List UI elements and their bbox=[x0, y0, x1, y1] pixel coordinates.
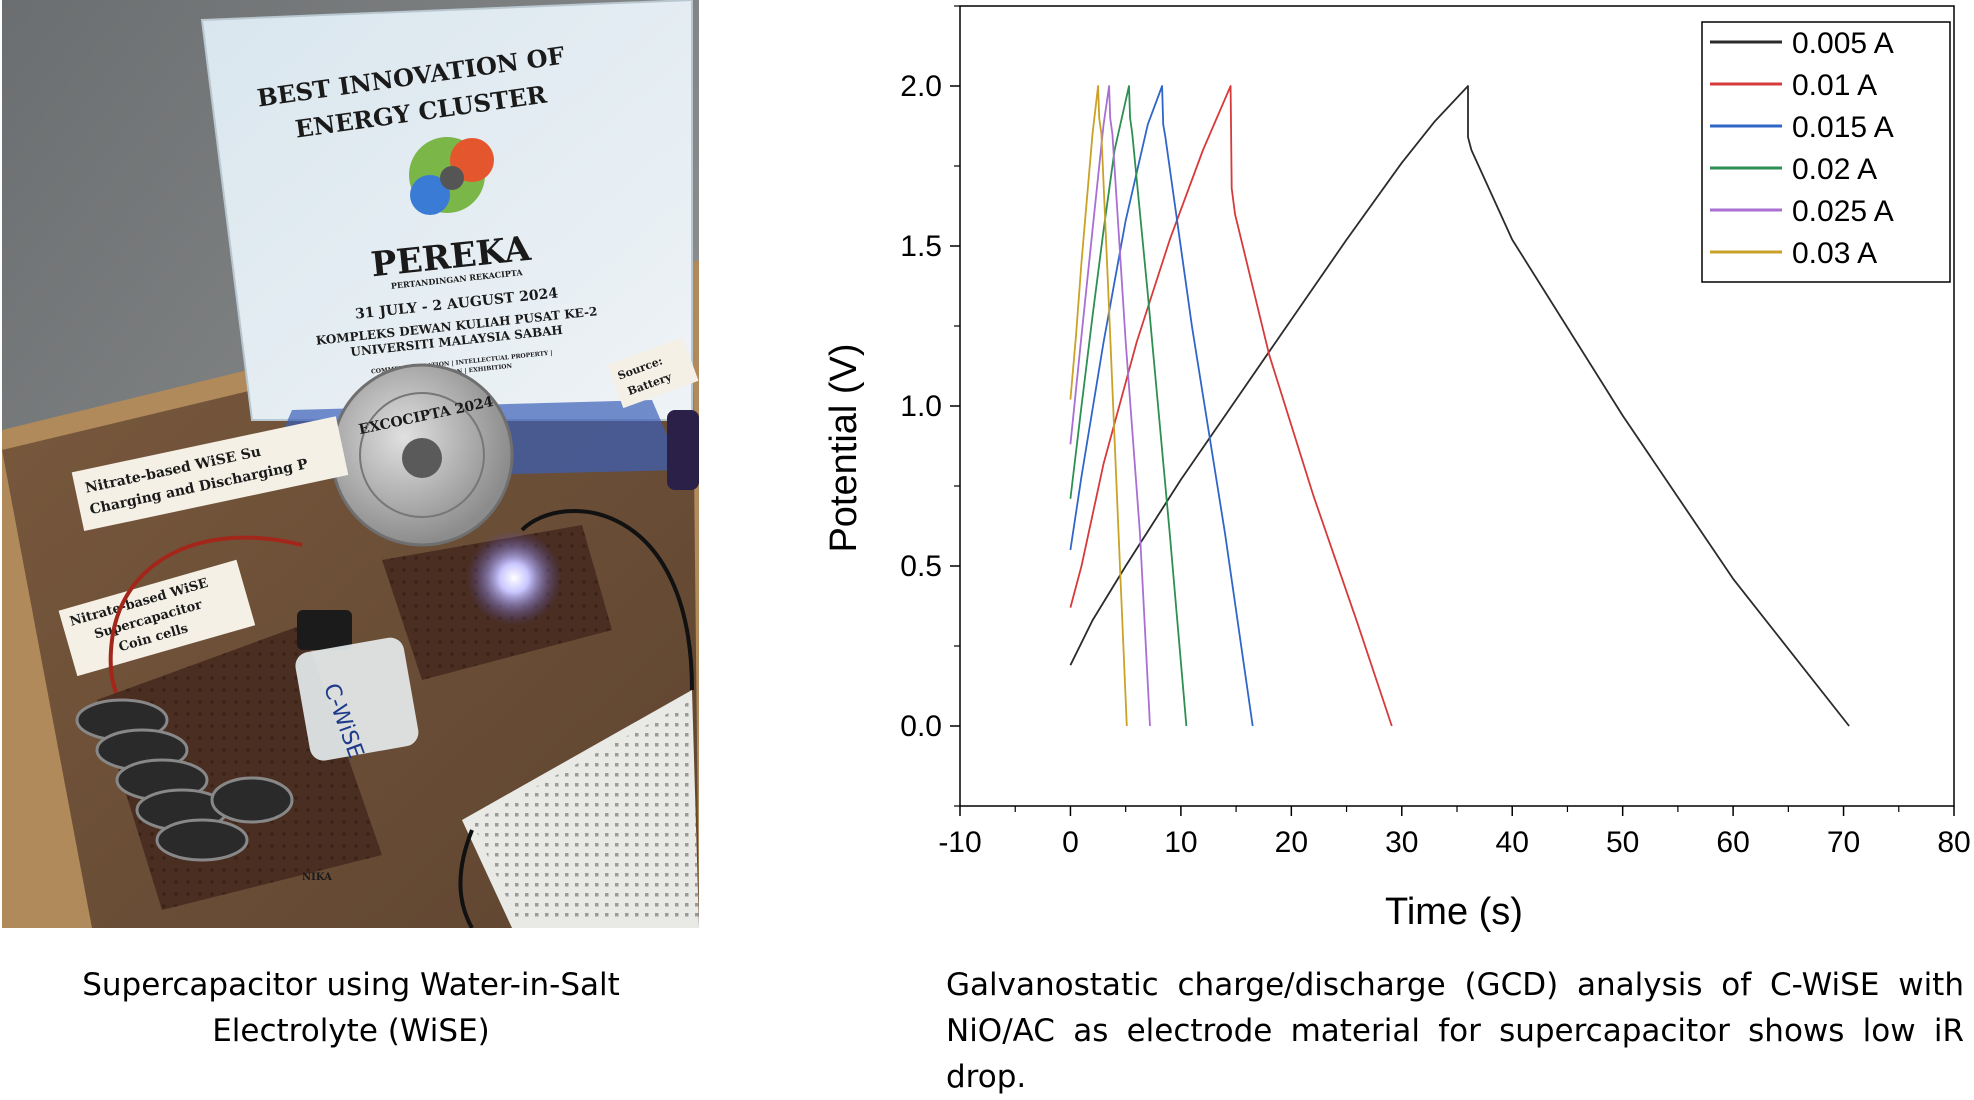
x-axis-title: Time (s) bbox=[1385, 891, 1523, 933]
vial-cap bbox=[297, 610, 352, 650]
x-tick-label: 40 bbox=[1496, 826, 1529, 859]
legend-label: 0.015 A bbox=[1792, 111, 1894, 144]
source-label: Source: Battery bbox=[607, 337, 699, 409]
series-line-0-01-A bbox=[1069, 85, 1393, 727]
right-caption-line2: NiO/AC as electrode material for superca… bbox=[946, 1013, 1964, 1095]
x-tick-label: 10 bbox=[1164, 826, 1197, 859]
board-mark: NIKA bbox=[302, 872, 332, 883]
x-tick-label: 60 bbox=[1716, 826, 1749, 859]
supercapacitor-photo: BEST INNOVATION OF ENERGY CLUSTER PEREKA… bbox=[2, 0, 699, 928]
legend: 0.005 A 0.01 A 0.015 A 0.02 A 0.025 A 0.03 A bbox=[1701, 21, 1951, 283]
y-tick-label: 1.0 bbox=[900, 390, 942, 423]
y-tick-label: 0.5 bbox=[900, 550, 942, 583]
legend-label: 0.02 A bbox=[1792, 153, 1877, 186]
coin-cells bbox=[75, 698, 294, 862]
c-wise-vial bbox=[295, 637, 419, 761]
series-line-0-03-A bbox=[1069, 85, 1128, 727]
right-caption-line1: Galvanostatic charge/discharge (GCD) ana… bbox=[946, 967, 1964, 1003]
x-tick-label: 50 bbox=[1606, 826, 1639, 859]
legend-label: 0.03 A bbox=[1792, 237, 1877, 270]
legend-label: 0.025 A bbox=[1792, 195, 1894, 228]
charging-label: Nitrate-based WiSE Su Charging and Disch… bbox=[71, 416, 349, 532]
x-tick-label: 0 bbox=[1062, 826, 1079, 859]
gcd-chart: -10 0 10 20 30 40 50 60 70 80 0.0 0.5 1.0 1.5 2.0 0.00… bbox=[823, 5, 1971, 933]
axis-ticks: -10 0 10 20 30 40 50 60 70 80 0.0 0.5 1.0 1.5 2.0 bbox=[900, 5, 1971, 859]
x-tick-label: 30 bbox=[1385, 826, 1418, 859]
x-tick-label: -10 bbox=[938, 826, 981, 859]
x-tick-label: 80 bbox=[1937, 826, 1970, 859]
series-lines bbox=[1069, 85, 1850, 727]
series-line-0-025-A bbox=[1069, 85, 1151, 727]
y-tick-label: 0.0 bbox=[900, 710, 942, 743]
coin-cell-label: Nitrate-based WiSE Supercapacitor Coin c… bbox=[58, 559, 256, 677]
y-axis-title: Potential (V) bbox=[823, 343, 865, 552]
x-tick-label: 70 bbox=[1827, 826, 1860, 859]
left-caption-line1: Supercapacitor using Water-in-Salt bbox=[82, 967, 620, 1003]
right-caption: Galvanostatic charge/discharge (GCD) ana… bbox=[946, 962, 1964, 1100]
series-line-0-005-A bbox=[1069, 85, 1850, 727]
left-caption-line2: Electrolyte (WiSE) bbox=[212, 1013, 490, 1049]
pereka-logo-icon bbox=[409, 137, 494, 215]
legend-label: 0.01 A bbox=[1792, 69, 1877, 102]
legend-box bbox=[1701, 21, 1951, 283]
series-line-0-02-A bbox=[1069, 85, 1188, 727]
legend-label: 0.005 A bbox=[1792, 27, 1894, 60]
left-caption: Supercapacitor using Water-in-Salt Elect… bbox=[20, 962, 682, 1054]
led-light-icon bbox=[466, 530, 562, 626]
series-line-0-015-A bbox=[1069, 85, 1254, 727]
y-tick-label: 1.5 bbox=[900, 230, 942, 263]
x-tick-label: 20 bbox=[1275, 826, 1308, 859]
battery bbox=[667, 410, 699, 490]
y-tick-label: 2.0 bbox=[900, 70, 942, 103]
